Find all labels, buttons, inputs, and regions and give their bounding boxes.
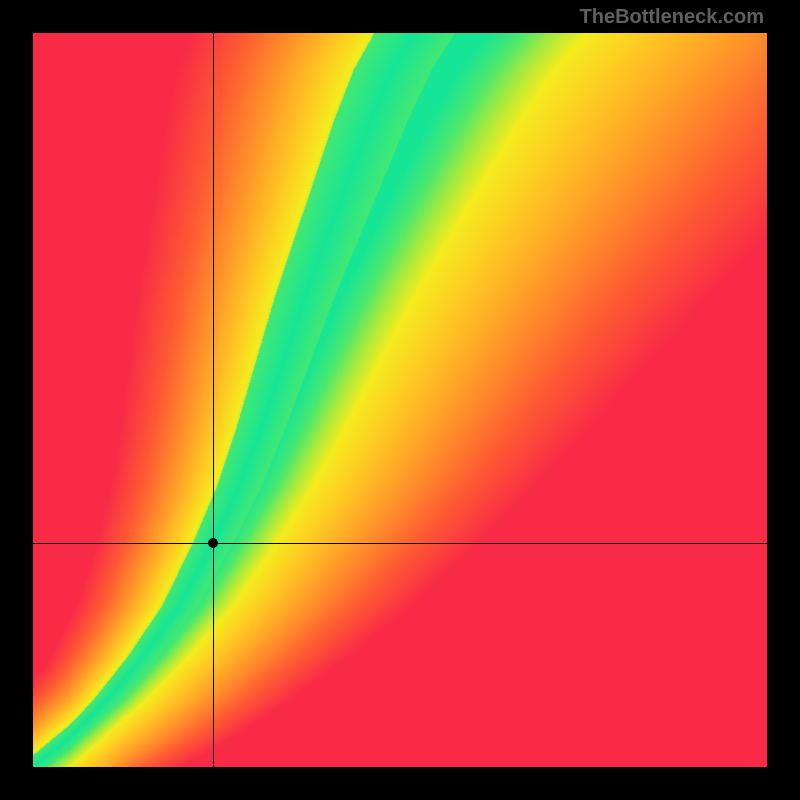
bottleneck-heatmap [33, 33, 767, 767]
watermark-text: TheBottleneck.com [580, 6, 764, 29]
crosshair-vertical [213, 33, 214, 767]
crosshair-horizontal [33, 543, 767, 544]
crosshair-marker [208, 538, 218, 548]
heatmap-canvas [33, 33, 767, 767]
